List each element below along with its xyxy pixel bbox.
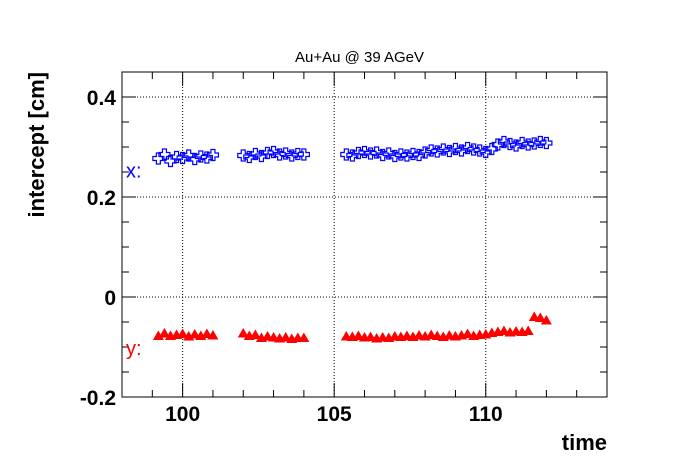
data-point	[491, 138, 504, 151]
data-point	[467, 143, 480, 156]
data-point	[382, 147, 395, 160]
data-point	[400, 149, 414, 162]
data-point	[412, 148, 426, 162]
data-point	[365, 331, 377, 341]
tick-labels: -0.2 0 0.2 0.4 100 105 110	[80, 87, 503, 426]
data-point	[297, 148, 310, 161]
data-point	[206, 148, 220, 162]
series-label-y: y:	[126, 338, 142, 360]
data-point	[273, 148, 286, 161]
data-point	[188, 152, 201, 166]
data-point	[194, 150, 207, 163]
data-point	[425, 144, 438, 157]
series-labels: x: y:	[126, 161, 142, 361]
data-point	[370, 146, 383, 159]
data-point	[540, 315, 552, 325]
data-point	[352, 146, 365, 160]
data-point	[449, 142, 462, 156]
data-point	[528, 137, 541, 150]
y-axis-title: intercept [cm]	[24, 72, 49, 217]
data-point	[534, 135, 547, 149]
y-tick-label: 0.2	[87, 187, 116, 210]
data-point	[522, 325, 534, 335]
data-point	[497, 135, 511, 149]
data-point	[437, 143, 450, 156]
data-point	[443, 144, 456, 158]
data-point	[376, 148, 389, 162]
data-points	[152, 135, 553, 343]
data-point	[261, 146, 274, 160]
data-point	[189, 329, 201, 339]
chart-title: Au+Au @ 39 AGeV	[295, 49, 424, 66]
data-point	[207, 330, 219, 340]
data-point	[280, 332, 292, 342]
x-tick-label: 100	[165, 403, 200, 426]
data-point	[158, 328, 170, 338]
data-point	[473, 144, 486, 157]
data-point	[540, 136, 553, 150]
data-point	[364, 147, 377, 160]
series-x-points	[152, 135, 553, 168]
data-point	[358, 145, 371, 159]
data-point	[176, 151, 189, 165]
data-point	[201, 328, 213, 338]
data-point	[352, 330, 364, 340]
series-label-x: x:	[126, 161, 142, 183]
data-point	[455, 144, 468, 157]
data-point	[522, 138, 535, 151]
data-point	[298, 332, 310, 342]
x-axis-title: time	[562, 430, 607, 455]
data-point	[279, 147, 292, 160]
data-point	[534, 312, 546, 322]
data-point	[479, 145, 492, 159]
data-point	[431, 145, 444, 158]
data-point	[249, 147, 262, 161]
data-point	[509, 139, 523, 152]
data-point	[237, 328, 249, 338]
data-point	[406, 147, 420, 161]
x-tick-label: 110	[469, 403, 503, 426]
axis-ticks	[121, 71, 608, 398]
y-tick-label: 0.4	[87, 87, 117, 110]
data-point	[177, 328, 189, 338]
data-point	[200, 151, 213, 164]
data-point	[516, 136, 529, 150]
y-tick-label: 0	[104, 287, 116, 310]
series-y-points	[152, 311, 552, 343]
data-point	[255, 149, 268, 163]
data-point	[394, 148, 407, 161]
data-point	[243, 150, 256, 164]
x-tick-label: 105	[317, 403, 352, 426]
data-point	[462, 328, 474, 338]
data-point	[249, 329, 261, 339]
data-point	[346, 149, 359, 162]
data-point	[419, 146, 432, 159]
data-point	[388, 149, 401, 163]
data-point	[152, 330, 164, 340]
data-point	[170, 150, 183, 164]
data-point	[340, 148, 353, 161]
data-point	[461, 141, 474, 155]
data-point	[267, 145, 280, 159]
data-point	[503, 137, 517, 151]
y-tick-label: -0.2	[80, 387, 116, 410]
data-point	[237, 149, 250, 162]
data-point	[285, 149, 298, 162]
data-point	[498, 325, 510, 335]
grid-lines	[122, 72, 607, 397]
data-point	[158, 148, 171, 161]
